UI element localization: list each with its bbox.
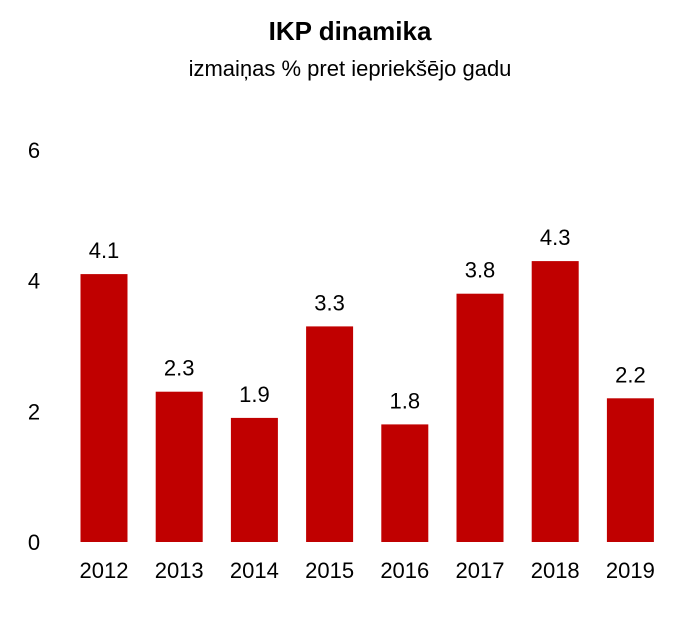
bar-2017 xyxy=(456,293,504,542)
chart-title: IKP dinamika xyxy=(268,16,432,46)
bar-2015 xyxy=(306,326,354,542)
x-tick-label-2017: 2017 xyxy=(456,558,505,583)
data-label-2019: 2.2 xyxy=(615,362,646,387)
data-label-2014: 1.9 xyxy=(239,382,270,407)
y-tick-label: 2 xyxy=(28,399,40,424)
x-tick-label-2019: 2019 xyxy=(606,558,655,583)
data-label-2015: 3.3 xyxy=(314,290,345,315)
bar-2016 xyxy=(381,424,429,542)
bar-2014 xyxy=(230,417,278,542)
x-tick-label-2014: 2014 xyxy=(230,558,279,583)
x-tick-label-2012: 2012 xyxy=(80,558,129,583)
data-label-2018: 4.3 xyxy=(540,225,571,250)
data-label-2012: 4.1 xyxy=(89,238,120,263)
data-label-2017: 3.8 xyxy=(465,258,496,283)
y-tick-label: 0 xyxy=(28,530,40,555)
bar-2012 xyxy=(80,274,128,542)
chart-subtitle: izmaiņas % pret iepriekšējo gadu xyxy=(188,56,512,81)
x-tick-label-2016: 2016 xyxy=(380,558,429,583)
data-label-2013: 2.3 xyxy=(164,356,195,381)
x-tick-label-2015: 2015 xyxy=(305,558,354,583)
data-label-2016: 1.8 xyxy=(390,388,421,413)
x-tick-label-2013: 2013 xyxy=(155,558,204,583)
x-tick-label-2018: 2018 xyxy=(531,558,580,583)
bar-2018 xyxy=(531,261,579,542)
y-tick-label: 4 xyxy=(28,269,40,294)
bar-2019 xyxy=(606,398,654,542)
y-tick-label: 6 xyxy=(28,138,40,163)
bar-2013 xyxy=(155,391,203,542)
